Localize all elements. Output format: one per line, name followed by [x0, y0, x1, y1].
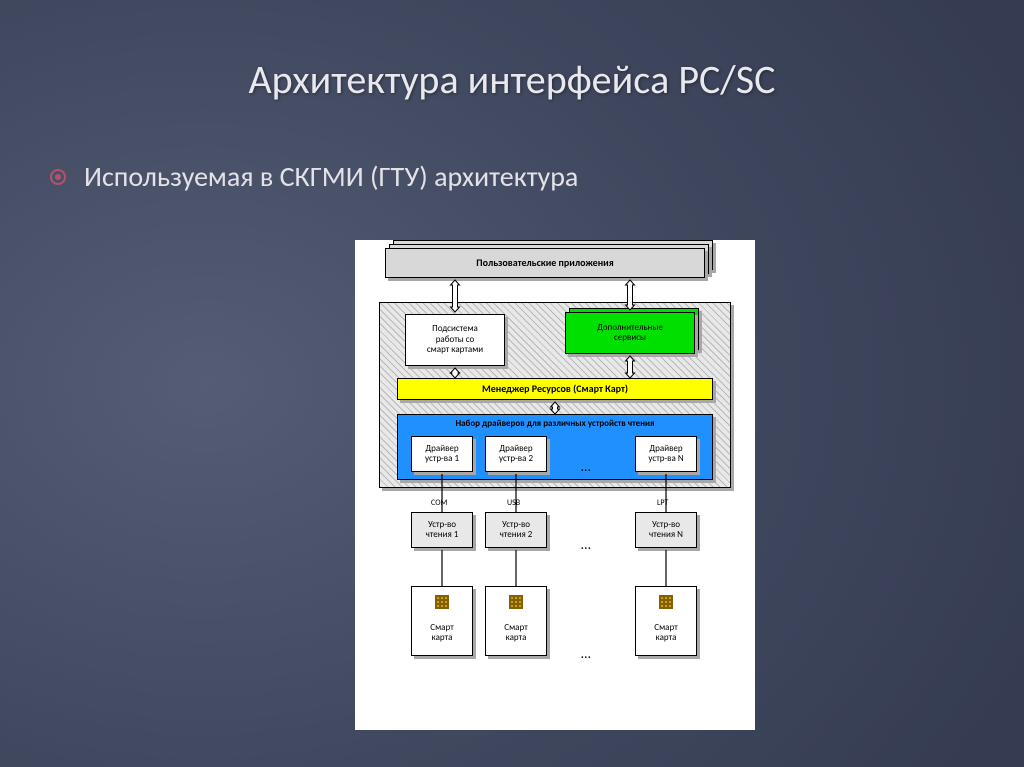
- chip-icon: [509, 595, 523, 609]
- ellipsis-readers: …: [581, 536, 591, 553]
- port-label-lpt: LPT: [657, 498, 668, 508]
- smartcard-label: Смарткарта: [430, 623, 453, 644]
- smartcard-label: Смарткарта: [504, 623, 527, 644]
- block-subsystem: Подсистемаработы сосмарт картами: [405, 314, 505, 366]
- bullet-text: Используемая в СКГМИ (ГТУ) архитектура: [84, 159, 578, 194]
- block-reader-3: Устр-вочтения N: [635, 512, 697, 548]
- ellipsis-drivers: …: [581, 458, 591, 475]
- block-driver-2: Драйверустр-ва 2: [485, 436, 547, 472]
- chip-icon: [659, 595, 673, 609]
- block-reader-2: Устр-вочтения 2: [485, 512, 547, 548]
- chip-icon: [435, 595, 449, 609]
- block-user-apps: Пользовательские приложения: [385, 248, 705, 278]
- port-label-com: COM: [431, 498, 447, 508]
- driver-set-label: Набор драйверов для различных устройств …: [398, 415, 712, 429]
- block-smartcard-3: Смарткарта: [635, 586, 697, 656]
- block-extra-services: Дополнительныесервисы: [565, 312, 695, 354]
- block-smartcard-2: Смарткарта: [485, 586, 547, 656]
- smartcard-label: Смарткарта: [654, 623, 677, 644]
- slide-title: Архитектура интерфейса PC/SC: [0, 0, 1024, 104]
- architecture-diagram: Пользовательские приложения Подсистемараб…: [355, 240, 755, 730]
- bullet-row: Используемая в СКГМИ (ГТУ) архитектура: [50, 159, 1024, 194]
- bullet-icon: [50, 169, 66, 185]
- block-resource-manager: Менеджер Ресурсов (Смарт Карт): [397, 378, 713, 400]
- port-label-usb: USB: [507, 498, 520, 508]
- block-smartcard-1: Смарткарта: [411, 586, 473, 656]
- block-driver-3: Драйверустр-ва N: [635, 436, 697, 472]
- block-reader-1: Устр-вочтения 1: [411, 512, 473, 548]
- ellipsis-cards: …: [581, 645, 591, 662]
- block-driver-1: Драйверустр-ва 1: [411, 436, 473, 472]
